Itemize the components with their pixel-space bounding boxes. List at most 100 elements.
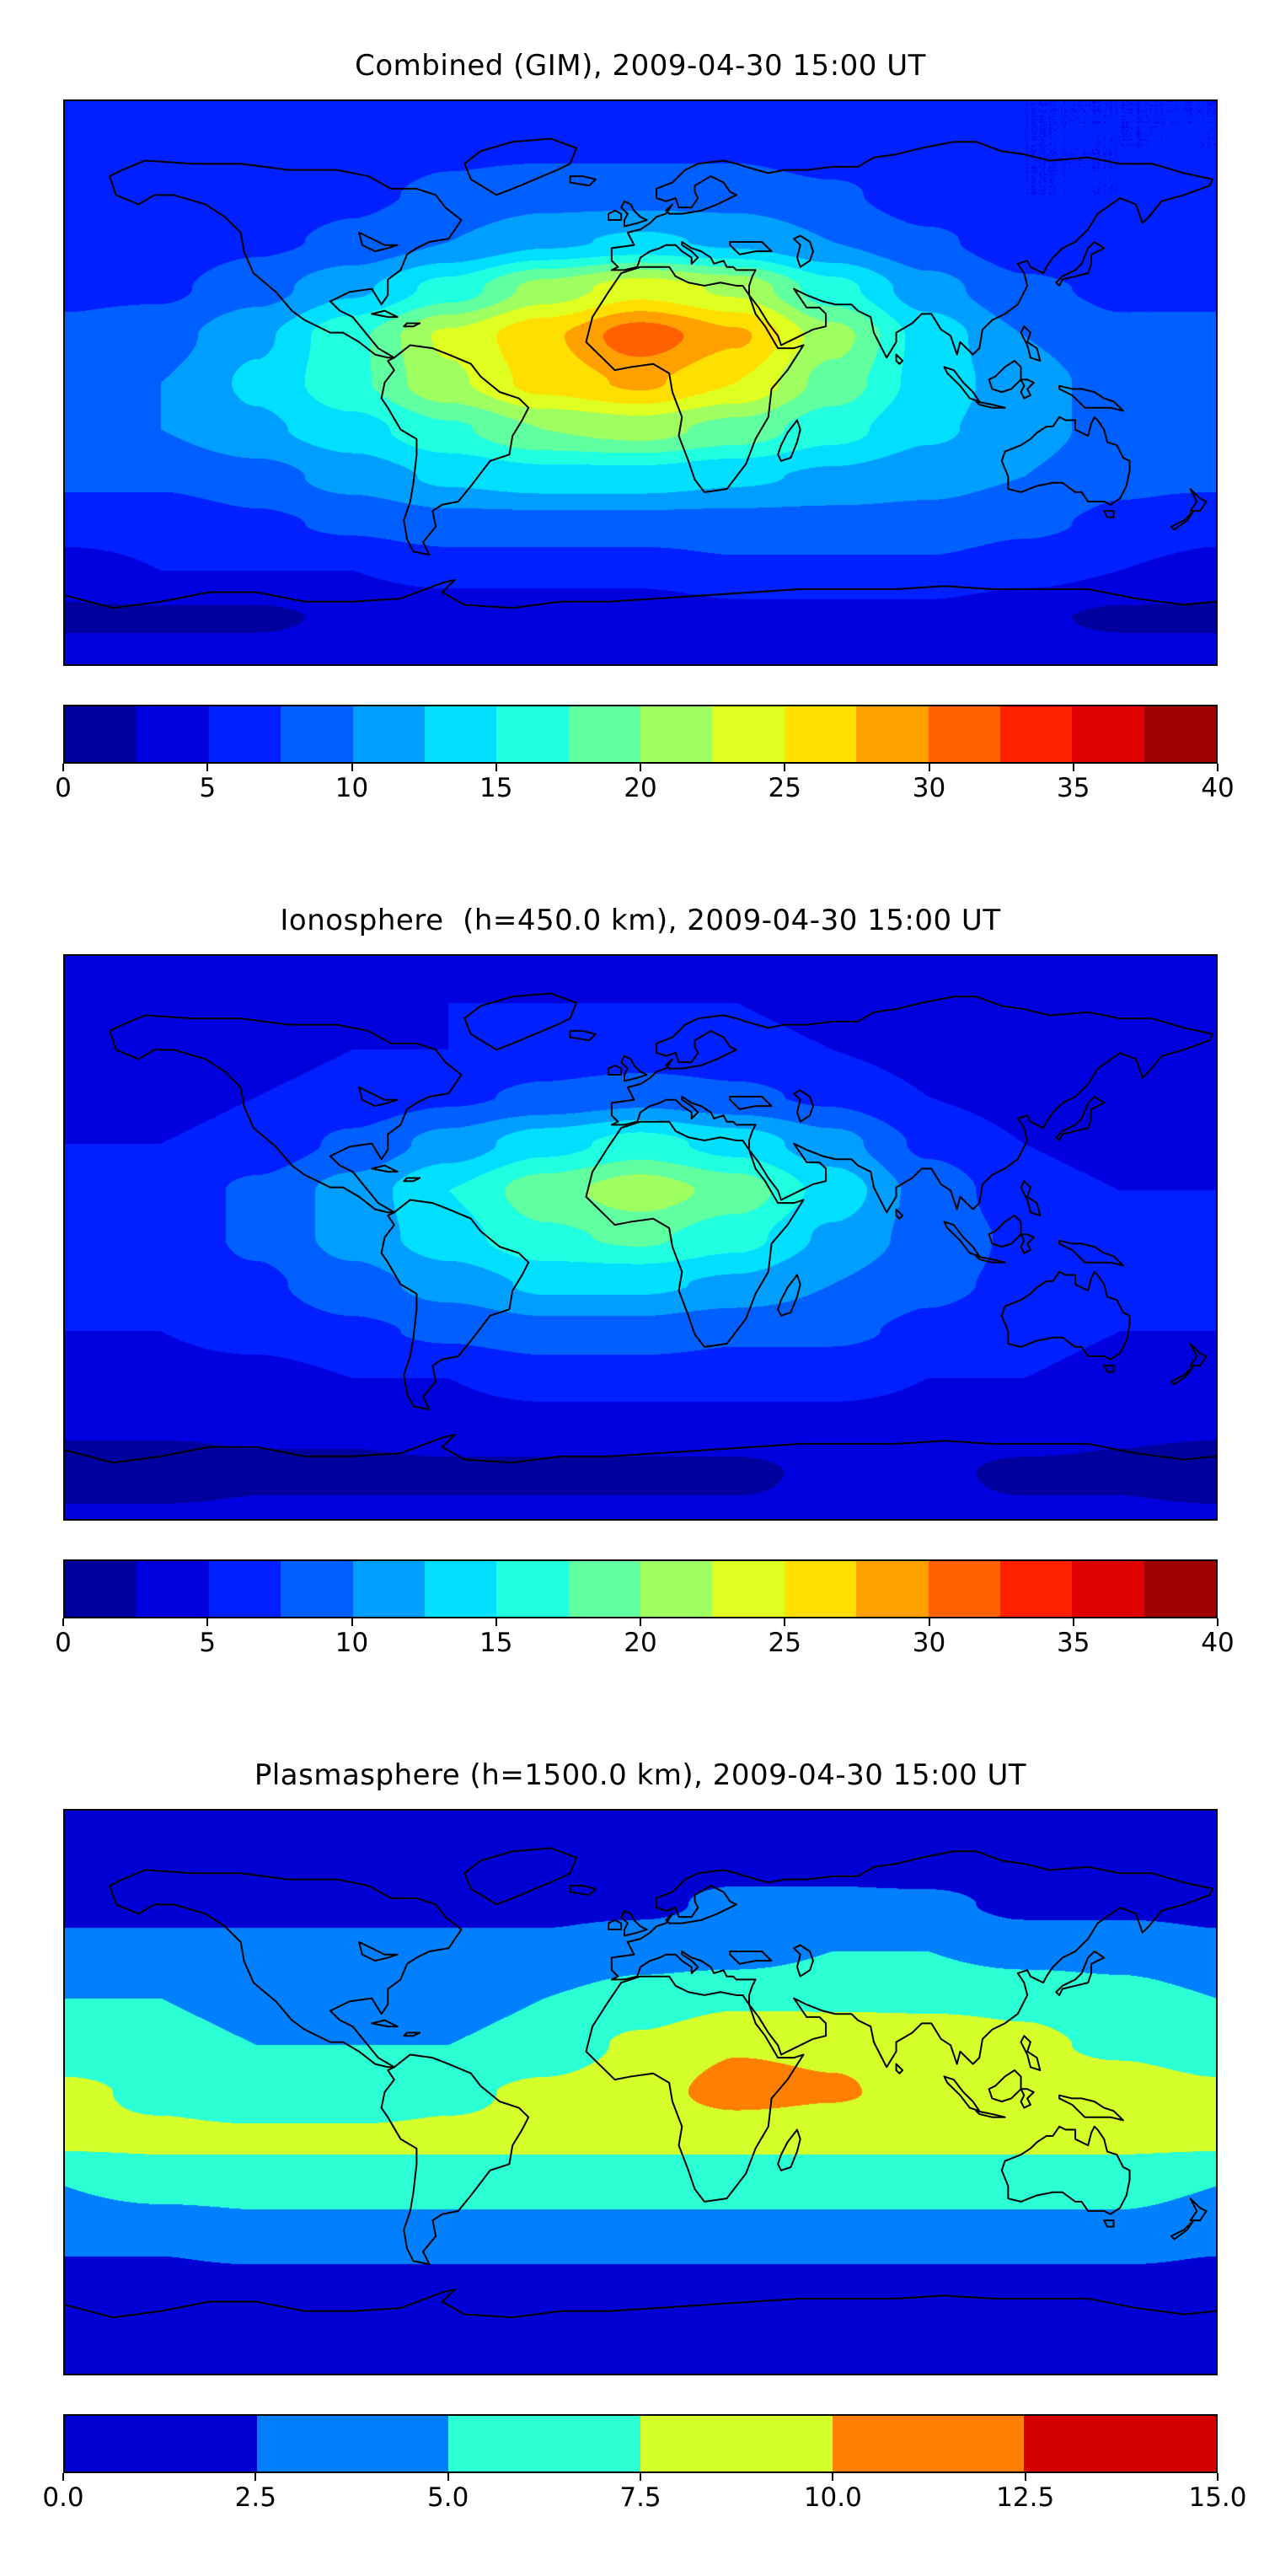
colorbar-segment (568, 1561, 640, 1617)
colorbar-tick-mark (928, 1618, 930, 1626)
colorbar-segment (137, 1561, 209, 1617)
colorbar-segment (856, 1561, 929, 1617)
colorbar-tick-mark (1217, 2473, 1218, 2481)
colorbar-tick-mark (928, 764, 930, 771)
tec-maps-figure: Combined (GIM), 2009-04-30 15:00 UT 0 5 10… (0, 47, 1264, 2576)
coastline (944, 367, 979, 401)
coastline (570, 176, 596, 185)
colorbar-tick-mark (640, 764, 641, 771)
colorbar-tick-mark (62, 1618, 64, 1626)
colorbar-tick-mark (206, 1618, 209, 1626)
coastline (586, 1977, 803, 2202)
coastline (976, 2111, 1004, 2117)
colorbar-tick-label: 20 (624, 773, 657, 803)
coastline (570, 1886, 596, 1895)
colorbar-segment (928, 706, 1000, 762)
colorbar-segment (999, 1561, 1073, 1617)
colorbar-tick-label: 35 (1057, 773, 1090, 803)
colorbar-tick-label: 5.0 (427, 2482, 469, 2513)
colorbar-tick-mark (206, 764, 209, 771)
colorbar-tick-label: 30 (912, 773, 946, 803)
coastline (1171, 2220, 1194, 2239)
coastline (794, 1945, 813, 1977)
colorbar-segment (1072, 706, 1144, 762)
panel-plasmasphere: Plasmasphere (h=1500.0 km), 2009-04-30 1… (42, 1757, 1247, 2517)
coastline (1104, 511, 1113, 517)
colorbar-segment (137, 706, 209, 762)
colorbar-segment (65, 1561, 137, 1617)
colorbar-tick-mark (640, 2473, 641, 2481)
colorbar-tick-label: 10 (335, 1628, 369, 1658)
coastline (1056, 242, 1104, 286)
coastline (976, 401, 1004, 407)
colorbar-tick-label: 2.5 (234, 2482, 276, 2513)
coastline (1021, 1234, 1034, 1253)
colorbar-tick-mark (1024, 2473, 1026, 2481)
colorbar-tick-row: 0.0 2.5 5.0 7.5 10.0 12.5 15.0 (42, 2473, 1247, 2517)
panel-ionosphere: Ionosphere (h=450.0 km), 2009-04-30 15:0… (55, 902, 1235, 1662)
colorbar-segment (640, 1561, 713, 1617)
coastline (794, 1091, 813, 1122)
coastline (897, 355, 903, 364)
coastline (1056, 1951, 1104, 1995)
colorbar-segment (65, 706, 137, 762)
colorbar-segment (640, 2416, 833, 2471)
coastline (989, 1216, 1021, 1247)
coastline (608, 1920, 621, 1929)
colorbar-tick-label: 15.0 (1188, 2482, 1247, 2513)
colorbar-tick-label: 0 (55, 1628, 72, 1658)
heatmap-canvas-combined (65, 101, 1216, 664)
coastline (1059, 2096, 1123, 2121)
colorbar-tick-mark (495, 764, 497, 771)
map-ionosphere (63, 954, 1218, 1521)
coastline (608, 211, 621, 220)
colorbar-tick-mark (447, 2473, 449, 2481)
colorbar-tick-row: 0 5 10 15 20 25 30 35 40 (55, 1618, 1235, 1662)
colorbar-tick-mark (351, 1618, 353, 1626)
colorbar-segment (256, 2416, 449, 2471)
colorbar-tick-row: 0 5 10 15 20 25 30 35 40 (55, 764, 1235, 808)
coastline (730, 1097, 771, 1109)
coastline (372, 1166, 397, 1172)
coastline (1059, 386, 1123, 411)
colorbar-segment (712, 706, 785, 762)
map-plasmasphere (63, 1809, 1218, 2375)
coastlines-overlay (65, 1811, 1216, 2374)
colorbar-tick-label: 25 (768, 773, 801, 803)
coastline (1002, 2127, 1130, 2214)
colorbar-tick-label: 0 (55, 773, 72, 803)
coastline (110, 1870, 461, 2068)
coastline (1171, 511, 1194, 529)
coastline (608, 1065, 621, 1075)
coastline (372, 311, 397, 317)
coastlines-overlay (65, 101, 1216, 664)
colorbar-tick-label: 10.0 (803, 2482, 862, 2513)
coastline (621, 1056, 646, 1081)
colorbar-tick-label: 20 (624, 1628, 657, 1658)
colorbar-tick-label: 30 (912, 1628, 946, 1658)
colorbar-segment (208, 706, 281, 762)
panel-combined-gim: Combined (GIM), 2009-04-30 15:00 UT 0 5 10… (55, 47, 1235, 808)
coastline (989, 2070, 1021, 2101)
colorbar-segment (1024, 2416, 1217, 2471)
coastline (464, 994, 576, 1050)
coastline (464, 139, 576, 196)
coastline (464, 1849, 576, 1905)
coastline (778, 2130, 801, 2171)
coastline (382, 2054, 529, 2264)
colorbar-segment (65, 2416, 257, 2471)
colorbar-gradient (63, 2414, 1218, 2473)
colorbar-segment (856, 706, 929, 762)
colorbar-tick-label: 40 (1201, 773, 1235, 803)
colorbar-tick-mark (495, 1618, 497, 1626)
coastline (1191, 2198, 1207, 2220)
coastline (612, 1851, 1213, 2067)
coastline (612, 142, 1213, 357)
coastline (1021, 1181, 1041, 1216)
colorbar-segment (281, 706, 353, 762)
colorbar-plasmasphere: 0.0 2.5 5.0 7.5 10.0 12.5 15.0 (42, 2414, 1247, 2517)
colorbar-tick-label: 15 (479, 1628, 513, 1658)
coastline (1021, 2089, 1034, 2107)
colorbar-tick-mark (1217, 1618, 1218, 1626)
coastline (586, 267, 803, 492)
